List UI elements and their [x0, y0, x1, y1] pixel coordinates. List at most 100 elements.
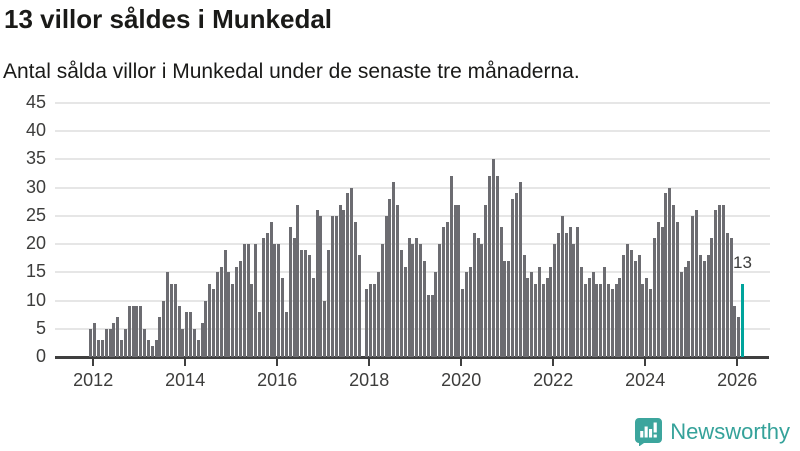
- bar: [135, 306, 139, 357]
- bar: [534, 283, 538, 357]
- bar: [208, 283, 212, 357]
- bar: [369, 283, 373, 357]
- bar: [307, 255, 311, 357]
- bar: [139, 306, 143, 357]
- bar: [514, 193, 518, 357]
- bar: [300, 249, 304, 357]
- x-tick-mark: [368, 359, 371, 366]
- bar: [323, 300, 327, 357]
- bar: [622, 255, 626, 357]
- bar: [511, 198, 515, 357]
- bar: [476, 238, 480, 357]
- bar: [618, 277, 622, 357]
- highlight-value-label: 13: [733, 253, 752, 272]
- bar: [564, 232, 568, 357]
- bar: [557, 232, 561, 357]
- bar: [315, 210, 319, 357]
- y-tick-label: 45: [25, 92, 46, 113]
- bar: [580, 266, 584, 357]
- bar: [146, 340, 150, 357]
- x-tick-label: 2024: [625, 370, 666, 390]
- bar: [606, 283, 610, 357]
- bar: [296, 204, 300, 357]
- bar: [545, 277, 549, 357]
- brand-name: Newsworthy: [670, 418, 790, 444]
- bar: [196, 340, 200, 357]
- bar: [672, 204, 676, 357]
- bar: [683, 266, 687, 357]
- bar: [350, 187, 354, 357]
- bar: [357, 255, 361, 357]
- bar: [591, 272, 595, 357]
- gridline: [55, 214, 770, 217]
- bar: [568, 227, 572, 357]
- page-title: 13 villor såldes i Munkedal: [4, 4, 333, 34]
- bar: [526, 277, 530, 357]
- y-tick-label: 15: [25, 261, 46, 282]
- bar: [227, 272, 231, 357]
- bar: [185, 311, 189, 357]
- highlight-bar: [741, 283, 745, 357]
- bar: [353, 221, 357, 357]
- bar: [710, 238, 714, 357]
- bar: [204, 300, 208, 357]
- bar: [491, 159, 495, 357]
- bar: [675, 221, 679, 357]
- bar: [261, 238, 265, 357]
- bar: [652, 238, 656, 357]
- bar: [215, 272, 219, 357]
- bar: [641, 283, 645, 357]
- bar: [330, 215, 334, 357]
- bar: [725, 232, 729, 357]
- bar: [714, 210, 718, 357]
- bar: [415, 238, 419, 357]
- x-tick-mark: [644, 359, 647, 366]
- bar: [112, 323, 116, 357]
- bar: [254, 244, 258, 357]
- bar: [231, 283, 235, 357]
- bar: [603, 266, 607, 357]
- x-tick-mark: [552, 359, 555, 366]
- bar: [649, 289, 653, 357]
- bar: [679, 272, 683, 357]
- bar: [219, 266, 223, 357]
- x-tick-label: 2022: [533, 370, 574, 390]
- page-subtitle: Antal sålda villor i Munkedal under de s…: [3, 60, 580, 83]
- bar: [426, 294, 430, 357]
- x-tick-label: 2018: [349, 370, 390, 390]
- y-tick-label: 20: [25, 233, 46, 254]
- bar: [442, 227, 446, 357]
- y-tick-label: 25: [25, 204, 46, 225]
- bar: [465, 272, 469, 357]
- bar: [311, 277, 315, 357]
- bar: [246, 244, 250, 357]
- bar: [572, 244, 576, 357]
- bar: [488, 176, 492, 357]
- bar: [284, 311, 288, 357]
- y-tick-label: 40: [25, 120, 46, 141]
- bar: [434, 272, 438, 357]
- bar: [97, 340, 101, 357]
- bar: [718, 204, 722, 357]
- x-tick-label: 2016: [257, 370, 298, 390]
- bar: [200, 323, 204, 357]
- bar: [626, 244, 630, 357]
- bar: [104, 328, 108, 357]
- bar: [166, 272, 170, 357]
- bar: [507, 261, 511, 357]
- bar: [633, 261, 637, 357]
- bar: [89, 328, 93, 357]
- bar: [235, 266, 239, 357]
- bar: [192, 328, 196, 357]
- bar: [461, 289, 465, 357]
- bar: [273, 244, 277, 357]
- x-tick-label: 2020: [441, 370, 482, 390]
- bar: [595, 283, 599, 357]
- bar: [664, 193, 668, 357]
- bar: [656, 221, 660, 357]
- bar: [177, 306, 181, 357]
- bar: [120, 340, 124, 357]
- bar: [399, 249, 403, 357]
- bar: [338, 204, 342, 357]
- x-tick-mark: [184, 359, 187, 366]
